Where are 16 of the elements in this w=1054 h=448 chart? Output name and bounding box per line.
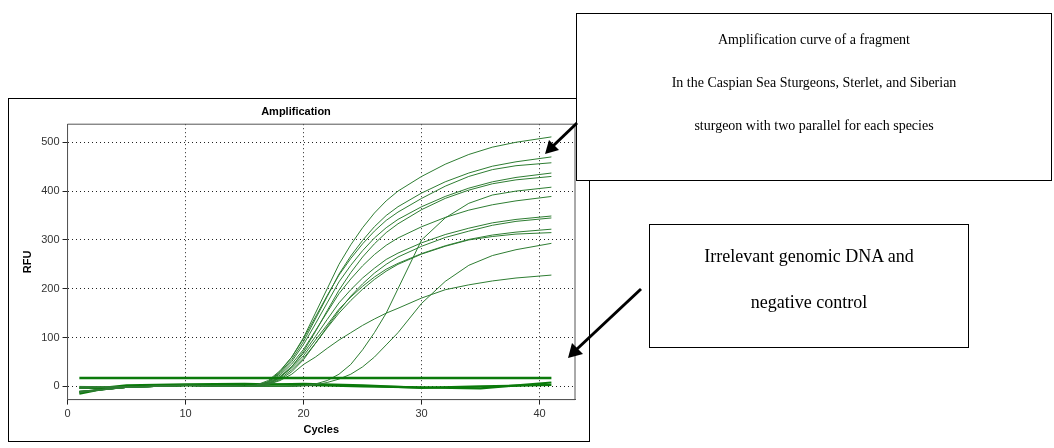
x-tick-label: 10 xyxy=(179,407,192,420)
x-tick-label: 40 xyxy=(533,407,546,420)
text: Irrelevant genomic DNA and negative control xyxy=(704,246,914,312)
x-tick-label: 30 xyxy=(415,407,428,420)
y-axis-title: RFU xyxy=(20,250,33,274)
y-tick-label: 100 xyxy=(41,330,60,343)
text: Amplification curve of a fragment In the Caspian Sea Sturgeons, Sterlet, and Siberian sturgeon with two parallel for each species xyxy=(671,32,957,133)
x-tick-label: 20 xyxy=(297,407,310,420)
y-tick-label: 400 xyxy=(41,184,60,197)
y-tick-label: 500 xyxy=(41,135,60,148)
chart-title: Amplification xyxy=(261,104,332,117)
x-tick-label: 0 xyxy=(64,407,71,420)
y-tick-label: 200 xyxy=(41,281,60,294)
y-tick-label: 0 xyxy=(53,379,60,392)
y-tick-label: 300 xyxy=(41,232,60,245)
x-axis-title: Cycles xyxy=(303,423,340,436)
